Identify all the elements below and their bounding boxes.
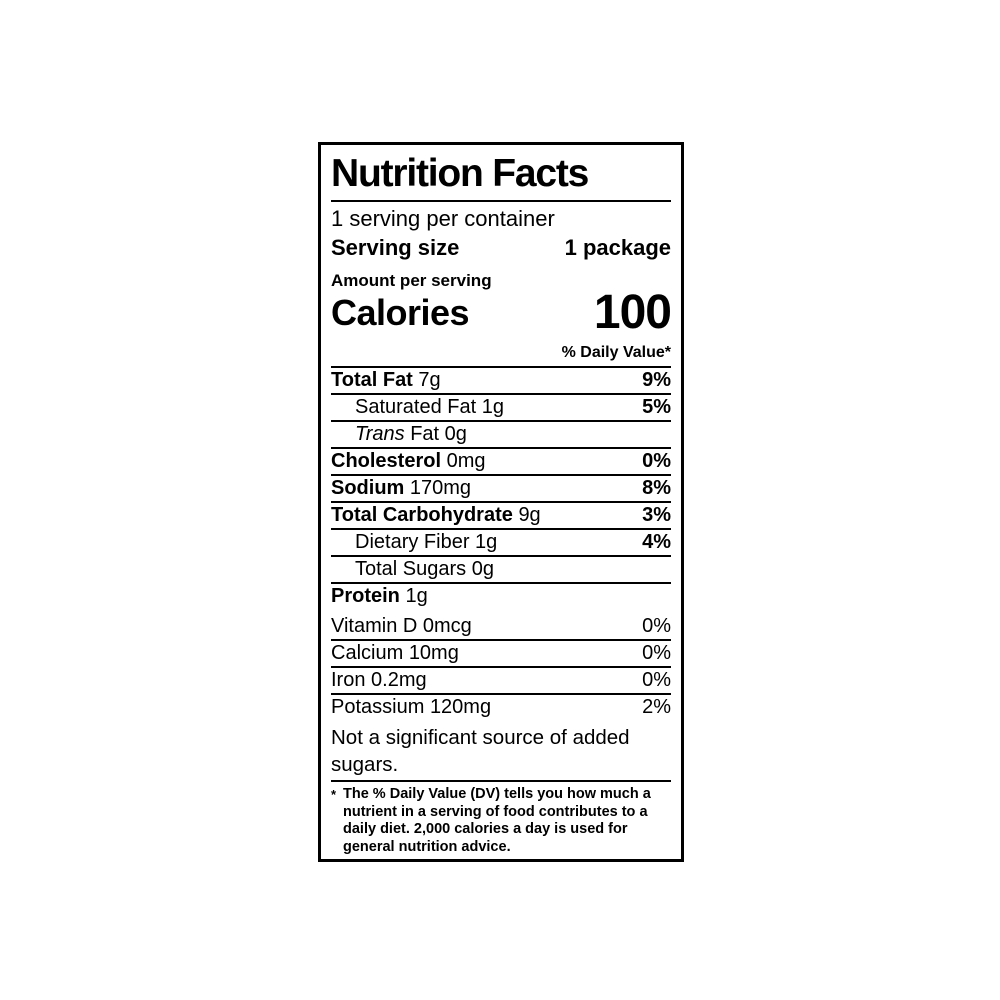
label-title: Nutrition Facts (331, 152, 589, 195)
nutrient-name: Calcium (331, 642, 404, 664)
nutrient-amount: 170mg (409, 477, 472, 499)
nutrient-amount: 9g (518, 504, 541, 526)
nutrient-name: Total Fat (331, 369, 413, 391)
footnote-text: The % Daily Value (DV) tells you how muc… (343, 786, 651, 855)
serving-size-value: 1 package (564, 235, 671, 260)
nutrient-name-amount: Protein 1g (331, 584, 428, 609)
nutrient-name: Dietary Fiber (355, 531, 470, 553)
nutrient-rows: Total Fat 7g 9% Saturated Fat 1g 5% Tran… (331, 368, 671, 609)
nutrient-row-trans-fat: Trans Fat 0g (331, 422, 671, 449)
nutrient-dv: 0% (642, 642, 671, 664)
micronutrient-rows: Vitamin D 0mcg 0% Calcium 10mg 0% Iron 0… (331, 614, 671, 720)
nutrient-amount: 0g (444, 423, 467, 445)
nutrient-amount: 1g (481, 396, 504, 418)
nutrient-name: Iron (331, 669, 366, 691)
nutrient-dv: 0% (642, 669, 671, 691)
nutrient-name: Sodium (331, 477, 405, 499)
nutrient-amount: 0.2mg (371, 669, 427, 691)
nutrient-dv: 9% (642, 369, 671, 391)
servings-per-container: 1 serving per container (331, 206, 555, 231)
nutrient-dv: 3% (642, 504, 671, 526)
amount-per-serving-label: Amount per serving (331, 271, 492, 290)
nutrient-dv: 5% (642, 396, 671, 418)
daily-value-header: % Daily Value* (331, 340, 671, 368)
nutrient-row-dietary-fiber: Dietary Fiber 1g 4% (331, 530, 671, 557)
nutrient-row-saturated-fat: Saturated Fat 1g 5% (331, 395, 671, 422)
nutrient-name: Cholesterol (331, 450, 442, 472)
serving-size-label: Serving size (331, 235, 460, 260)
nutrient-name-italic: Trans (355, 423, 405, 445)
nutrient-name-amount: Sodium 170mg (331, 476, 471, 501)
micronutrient-row-potassium: Potassium 120mg 2% (331, 695, 671, 720)
nutrient-name-amount: Calcium 10mg (331, 641, 459, 666)
nutrient-dv: 2% (642, 696, 671, 718)
nutrient-amount: 1g (475, 531, 498, 553)
micronutrient-row-vitamin-d: Vitamin D 0mcg 0% (331, 614, 671, 641)
nutrient-amount: 10mg (408, 642, 459, 664)
nutrient-amount: 120mg (429, 696, 492, 718)
nutrient-amount: 0mcg (422, 615, 472, 637)
nutrient-name-amount: Potassium 120mg (331, 695, 491, 720)
daily-value-footnote: * The % Daily Value (DV) tells you how m… (331, 782, 671, 856)
nutrient-dv: 0% (642, 615, 671, 637)
nutrient-name: Total Carbohydrate (331, 504, 513, 526)
calories-row: Calories 100 (331, 286, 672, 339)
nutrient-row-cholesterol: Cholesterol 0mg 0% (331, 449, 671, 476)
nutrient-name: Potassium (331, 696, 425, 718)
nutrient-amount: 0g (471, 558, 494, 580)
nutrient-name-amount: Iron 0.2mg (331, 668, 427, 693)
nutrient-row-total-sugars: Total Sugars 0g (331, 557, 671, 584)
nutrient-name-amount: Trans Fat 0g (331, 422, 467, 447)
nutrient-amount: 7g (418, 369, 441, 391)
nutrient-name-amount: Total Sugars 0g (331, 557, 494, 582)
nutrient-name-amount: Dietary Fiber 1g (331, 530, 497, 555)
nutrient-amount: 0mg (446, 450, 486, 472)
nutrient-amount: 1g (405, 585, 428, 607)
nutrient-name-amount: Cholesterol 0mg (331, 449, 486, 474)
insignificant-source-note: Not a significant source of added sugars… (331, 724, 671, 782)
nutrient-row-total-carbohydrate: Total Carbohydrate 9g 3% (331, 503, 671, 530)
nutrient-name: Vitamin D (331, 615, 418, 637)
nutrient-row-total-fat: Total Fat 7g 9% (331, 368, 671, 395)
nutrient-name: Protein (331, 585, 400, 607)
nutrient-row-sodium: Sodium 170mg 8% (331, 476, 671, 503)
footnote-asterisk: * (331, 787, 337, 802)
nutrient-dv: 0% (642, 450, 671, 472)
calories-label: Calories (331, 292, 470, 333)
nutrient-dv: 8% (642, 477, 671, 499)
nutrient-name: Saturated Fat (355, 396, 477, 418)
nutrient-dv: 4% (642, 531, 671, 553)
nutrient-name-amount: Total Carbohydrate 9g (331, 503, 541, 528)
nutrient-row-protein: Protein 1g (331, 584, 671, 609)
title-divider (331, 200, 671, 202)
nutrient-name-amount: Vitamin D 0mcg (331, 614, 472, 639)
nutrition-facts-label: Nutrition Facts 1 serving per container … (318, 142, 684, 862)
calories-value: 100 (593, 286, 672, 339)
nutrient-name-amount: Total Fat 7g (331, 368, 441, 393)
serving-size-row: Serving size 1 package (331, 233, 671, 262)
nutrient-name: Fat (410, 423, 440, 445)
micronutrient-row-iron: Iron 0.2mg 0% (331, 668, 671, 695)
nutrient-name-amount: Saturated Fat 1g (331, 395, 504, 420)
nutrient-name: Total Sugars (355, 558, 467, 580)
micronutrient-row-calcium: Calcium 10mg 0% (331, 641, 671, 668)
